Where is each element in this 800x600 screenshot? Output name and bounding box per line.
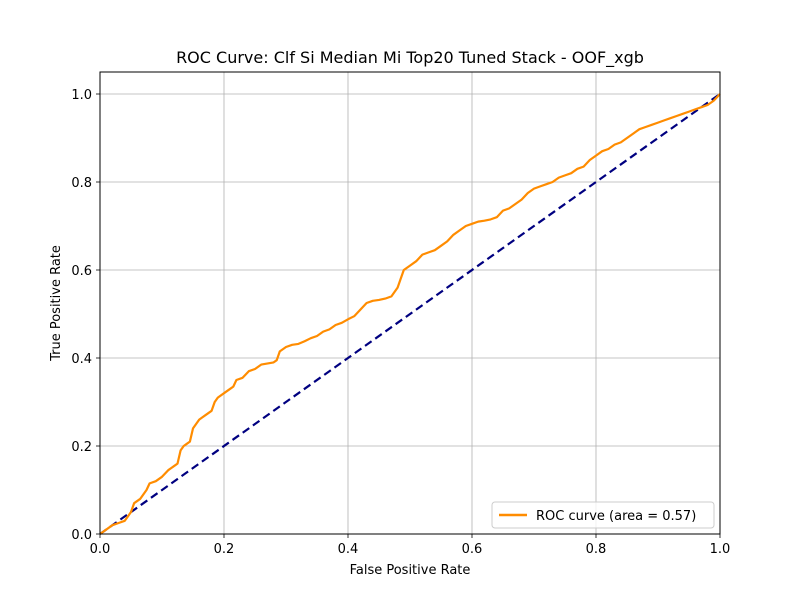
x-tick-label: 0.2 xyxy=(214,542,235,557)
x-axis-ticks: 0.0 0.2 0.4 0.6 0.8 1.0 xyxy=(90,534,731,557)
y-tick-label: 0.4 xyxy=(71,352,92,367)
legend: ROC curve (area = 0.57) xyxy=(491,501,715,529)
series-layer xyxy=(99,93,721,535)
y-tick-label: 1.0 xyxy=(71,88,92,103)
y-axis-ticks: 0.0 0.2 0.4 0.6 0.8 1.0 xyxy=(71,88,100,543)
grid-lines xyxy=(99,72,721,535)
chance-diagonal-line xyxy=(99,93,721,535)
x-tick-label: 0.8 xyxy=(586,542,607,557)
legend-entry-roc: ROC curve (area = 0.57) xyxy=(536,509,696,524)
y-axis-label: True Positive Rate xyxy=(49,245,64,362)
y-tick-label: 0.6 xyxy=(71,264,92,279)
chart-title: ROC Curve: Clf Si Median Mi Top20 Tuned … xyxy=(176,48,644,68)
y-tick-label: 0.0 xyxy=(71,528,92,543)
plot-frame xyxy=(99,71,721,535)
roc-curve-line xyxy=(99,93,721,535)
y-tick-label: 0.8 xyxy=(71,176,92,191)
y-tick-label: 0.2 xyxy=(71,440,92,455)
legend-box xyxy=(491,501,715,529)
x-tick-label: 1.0 xyxy=(710,542,731,557)
x-axis-label: False Positive Rate xyxy=(350,563,471,578)
x-tick-label: 0.6 xyxy=(462,542,483,557)
x-tick-label: 0.4 xyxy=(338,542,359,557)
x-tick-label: 0.0 xyxy=(90,542,111,557)
